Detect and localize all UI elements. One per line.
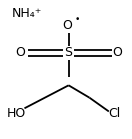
Text: O: O	[62, 19, 72, 32]
Text: Cl: Cl	[108, 107, 121, 120]
Text: NH₄⁺: NH₄⁺	[12, 7, 42, 20]
Text: •: •	[75, 15, 80, 24]
Text: O: O	[15, 46, 25, 59]
Text: S: S	[65, 46, 73, 59]
Text: O: O	[112, 46, 122, 59]
Text: HO: HO	[7, 107, 26, 120]
